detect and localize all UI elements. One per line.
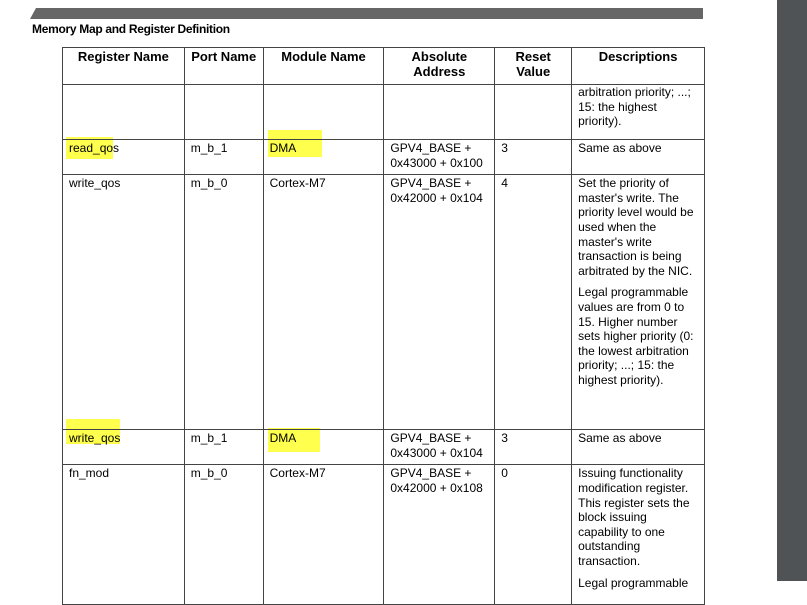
description-text: Set the priority of master's write. The … bbox=[578, 176, 694, 278]
description-text: arbitration priority; ...; 15: the highe… bbox=[578, 85, 691, 129]
module-name: Cortex-M7 bbox=[262, 174, 385, 431]
absolute-address: GPV4_BASE +0x43000 + 0x100 bbox=[383, 138, 496, 176]
register-name: write_qos bbox=[62, 429, 185, 466]
description-text: Same as above bbox=[578, 431, 662, 446]
module-name: DMA bbox=[262, 138, 385, 176]
description-cell: Same as above bbox=[571, 429, 705, 466]
absolute-address: GPV4_BASE +0x42000 + 0x104 bbox=[383, 174, 496, 431]
table-header: Register Name Port Name Module Name Abso… bbox=[62, 47, 705, 85]
module-name: DMA bbox=[262, 429, 385, 466]
address-offset: 0x42000 + 0x108 bbox=[390, 480, 483, 495]
description-cell: arbitration priority; ...; 15: the highe… bbox=[571, 84, 705, 140]
description-cell: Set the priority of master's write. The … bbox=[571, 174, 705, 431]
table-row: write_qos m_b_1 DMA GPV4_BASE +0x43000 +… bbox=[62, 429, 705, 466]
absolute-address: GPV4_BASE +0x42000 + 0x108 bbox=[383, 464, 496, 605]
table-row: read_qos m_b_1 DMA GPV4_BASE +0x43000 + … bbox=[62, 138, 705, 176]
description-cell: Same as above bbox=[571, 138, 705, 176]
address-offset: 0x42000 + 0x104 bbox=[390, 190, 483, 205]
module-name: Cortex-M7 bbox=[262, 464, 385, 605]
register-name: read_qos bbox=[62, 138, 185, 176]
reset-value: 4 bbox=[494, 174, 573, 431]
absolute-address: GPV4_BASE +0x43000 + 0x104 bbox=[383, 429, 496, 466]
address-base: GPV4_BASE + bbox=[390, 141, 472, 155]
description-text: Same as above bbox=[578, 141, 662, 155]
port-name: m_b_1 bbox=[183, 138, 264, 176]
page-header-bar bbox=[30, 8, 703, 19]
table-row: arbitration priority; ...; 15: the highe… bbox=[62, 84, 705, 140]
description-text: Legal programmable bbox=[578, 575, 689, 590]
table-row: fn_mod m_b_0 Cortex-M7 GPV4_BASE +0x4200… bbox=[62, 464, 705, 605]
port-name: m_b_1 bbox=[183, 429, 264, 466]
header-port-name: Port Name bbox=[183, 47, 264, 85]
reset-value: 3 bbox=[494, 138, 573, 176]
header-absolute-address: Absolute Address bbox=[383, 47, 496, 85]
reset-value: 3 bbox=[494, 429, 573, 466]
port-name: m_b_0 bbox=[183, 464, 264, 605]
address-base: GPV4_BASE + bbox=[390, 466, 472, 481]
reset-value: 0 bbox=[494, 464, 573, 605]
port-name: m_b_0 bbox=[183, 174, 264, 431]
address-base: GPV4_BASE + bbox=[390, 176, 472, 191]
address-offset: 0x43000 + 0x100 bbox=[390, 155, 483, 170]
description-text: Issuing functionality modification regis… bbox=[578, 466, 690, 568]
header-register-name: Register Name bbox=[62, 47, 185, 85]
register-table: Register Name Port Name Module Name Abso… bbox=[62, 47, 705, 605]
description-cell: Issuing functionality modification regis… bbox=[571, 464, 705, 605]
register-name: fn_mod bbox=[62, 464, 185, 605]
header-descriptions: Descriptions bbox=[571, 47, 705, 85]
address-offset: 0x43000 + 0x104 bbox=[390, 445, 483, 460]
section-title: Memory Map and Register Definition bbox=[32, 22, 230, 36]
viewer-side-panel bbox=[777, 0, 807, 581]
header-reset-value: Reset Value bbox=[494, 47, 573, 85]
description-text: Legal programmable values are from 0 to … bbox=[578, 285, 694, 387]
header-module-name: Module Name bbox=[262, 47, 385, 85]
table-row: write_qos m_b_0 Cortex-M7 GPV4_BASE +0x4… bbox=[62, 174, 705, 431]
address-base: GPV4_BASE + bbox=[390, 431, 472, 446]
register-name: write_qos bbox=[62, 174, 185, 431]
